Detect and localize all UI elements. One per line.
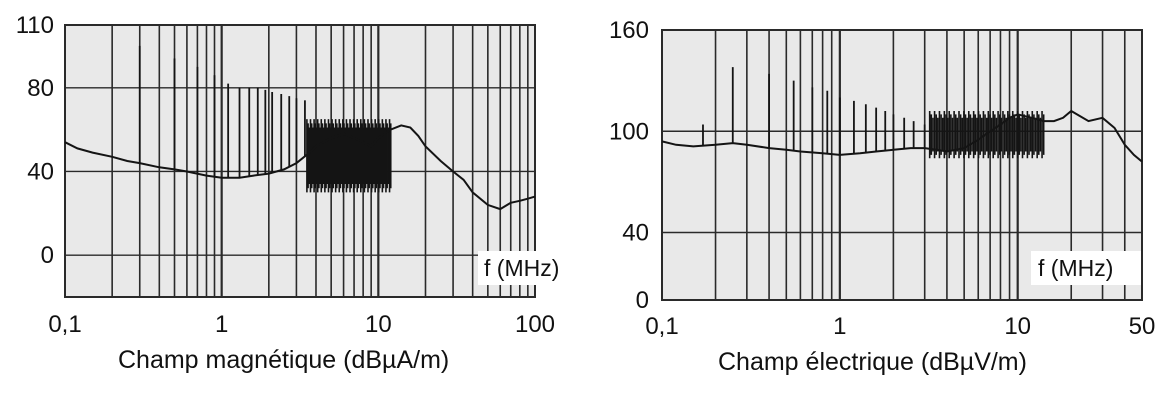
electric-field-caption: Champ électrique (dBµV/m) bbox=[718, 348, 1027, 376]
horizontal-gridlines bbox=[65, 87, 535, 256]
y-tick-label: 100 bbox=[609, 118, 649, 145]
magnetic-field-caption: Champ magnétique (dBµA/m) bbox=[118, 346, 450, 374]
x-tick-label: 0,1 bbox=[48, 311, 81, 338]
x-tick-label: 1 bbox=[215, 311, 228, 338]
y-tick-label: 0 bbox=[41, 242, 54, 269]
harmonic-spikes bbox=[702, 67, 926, 155]
x-axis-label: f (MHz) bbox=[1038, 255, 1113, 281]
horizontal-gridlines bbox=[662, 130, 1142, 234]
x-tick-label: 10 bbox=[365, 311, 392, 338]
x-axis-label: f (MHz) bbox=[484, 255, 559, 281]
x-axis-unit-background bbox=[1031, 251, 1141, 285]
magnetic-field-chart: 0,1 1 10 100 0 40 80 110 f (MHz) Champ magnétiqu… bbox=[15, 12, 580, 374]
y-tick-label: 40 bbox=[27, 158, 54, 185]
emission-band bbox=[306, 119, 392, 193]
y-tick-label: 160 bbox=[609, 17, 649, 44]
x-tick-label: 50 bbox=[1129, 313, 1156, 340]
y-tick-label: 40 bbox=[622, 220, 649, 247]
x-tick-label: 0,1 bbox=[645, 313, 678, 340]
electric-field-plot: 0,1 1 10 50 0 40 100 160 f (MHz) bbox=[609, 17, 1156, 340]
emission-trace bbox=[661, 109, 1143, 163]
x-tick-label: 10 bbox=[1004, 313, 1031, 340]
emission-trace bbox=[64, 124, 536, 211]
x-tick-label: 100 bbox=[515, 311, 555, 338]
x-axis-unit-background bbox=[478, 251, 580, 285]
electric-field-chart: 0,1 1 10 50 0 40 100 160 f (MHz) Champ électriqu… bbox=[580, 0, 1159, 403]
y-tick-label: 110 bbox=[16, 12, 54, 39]
harmonic-spikes bbox=[138, 45, 306, 178]
vertical-gridlines bbox=[714, 30, 1126, 300]
x-tick-label: 1 bbox=[833, 313, 846, 340]
y-tick-label: 80 bbox=[27, 75, 54, 102]
y-tick-label: 0 bbox=[636, 287, 649, 314]
